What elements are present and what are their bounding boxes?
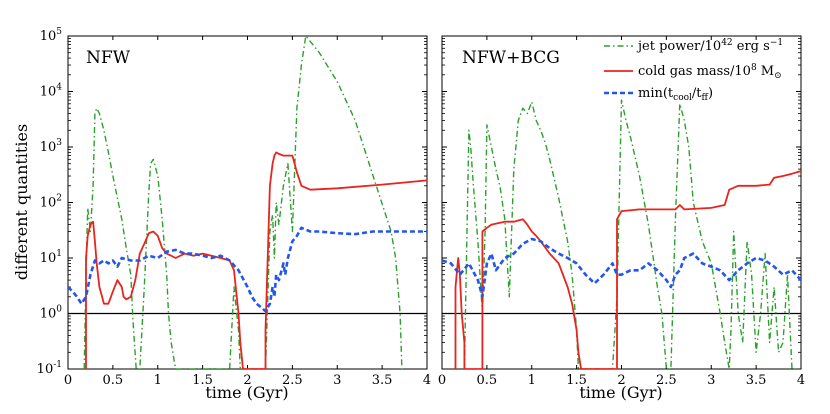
- x-tick-label: 4: [423, 373, 431, 388]
- x-tick-label: 3.5: [746, 373, 767, 388]
- x-tick-label: 4: [797, 373, 805, 388]
- legend-label-tcool-tff: min(tcool/tff): [638, 86, 713, 103]
- right-x-axis-title: time (Gyr): [579, 383, 662, 402]
- y-axis-title: different quantities: [12, 124, 31, 280]
- x-tick-label: 3.5: [372, 373, 393, 388]
- legend: jet power/1042 erg s−1 cold gas mass/108…: [604, 38, 783, 103]
- series-line-cold-gas-mass: [85, 151, 427, 369]
- series-group: [68, 36, 427, 369]
- series-line-jet-power: [83, 36, 403, 369]
- y-tick-label: 102: [40, 194, 62, 211]
- series-line-min-tcool-tff-: [68, 226, 427, 313]
- x-tick-label: 1.5: [192, 373, 213, 388]
- y-tick-label: 100: [40, 305, 63, 322]
- y-tick-label: 101: [40, 249, 62, 266]
- right-y-ticks: [442, 35, 801, 370]
- left-panel-title: NFW: [86, 48, 131, 68]
- legend-label-jet-power: jet power/1042 erg s−1: [636, 38, 783, 54]
- y-tick-label: 104: [40, 83, 63, 100]
- x-tick-label: 3: [707, 373, 715, 388]
- left-series: [68, 36, 427, 369]
- right-panel-title: NFW+BCG: [462, 48, 560, 68]
- x-tick-label: 2.5: [282, 373, 303, 388]
- x-tick-label: 1: [528, 373, 536, 388]
- left-plot-frame: [67, 35, 428, 370]
- x-tick-label: 1.5: [566, 373, 587, 388]
- right-x-ticks: 0 0.5 1 1.5 2 2.5 3 3.5 4: [438, 36, 805, 388]
- left-x-axis-title: time (Gyr): [205, 383, 288, 402]
- x-tick-label: 0.5: [103, 373, 124, 388]
- left-x-ticks: 0 0.5 1 1.5 2 2.5 3 3.5 4: [64, 36, 431, 388]
- left-y-ticks: 10-1 100 101 102 103 104 105: [37, 27, 427, 377]
- legend-label-cold-gas: cold gas mass/108 M⊙: [638, 63, 782, 81]
- x-tick-label: 2: [243, 373, 251, 388]
- y-tick-label: 105: [40, 27, 63, 44]
- x-tick-label: 2: [617, 373, 625, 388]
- x-tick-label: 2.5: [656, 373, 677, 388]
- x-tick-label: 1: [154, 373, 162, 388]
- series-line-min-tcool-tff-: [442, 237, 801, 299]
- x-tick-label: 0: [64, 373, 72, 388]
- x-tick-label: 0: [438, 373, 446, 388]
- right-panel: NFW+BCG time (Gyr) 0 0.5 1 1.5 2 2.5 3 3.5 4 jet…: [438, 35, 805, 402]
- x-tick-label: 0.5: [477, 373, 498, 388]
- y-tick-label: 103: [40, 138, 63, 155]
- y-tick-label: 10-1: [37, 360, 62, 377]
- series-line-jet-power: [463, 99, 797, 369]
- left-panel: NFW different quantities time (Gyr) 0 0.5…: [12, 27, 431, 402]
- series-group: [442, 99, 801, 369]
- x-tick-label: 3: [333, 373, 341, 388]
- right-plot-frame: [441, 35, 802, 370]
- right-series: [442, 99, 801, 369]
- series-line-cold-gas-mass: [454, 170, 801, 369]
